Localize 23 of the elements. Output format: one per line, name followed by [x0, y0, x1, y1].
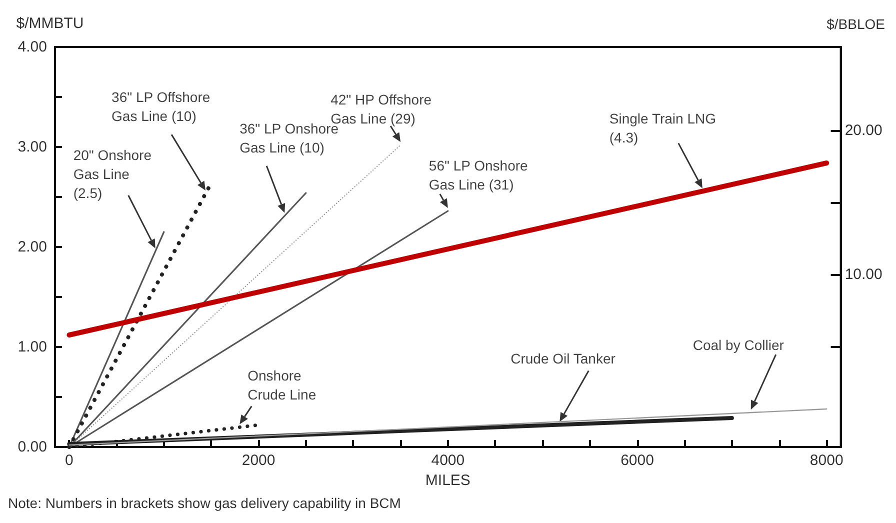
- y-tick-label: 1.00: [18, 338, 47, 356]
- text: Note: Numbers in brackets show gas delivery capability in BCM: [8, 495, 401, 511]
- text: 36" LP Offshore Gas Line (10): [112, 89, 210, 124]
- text: 20" Onshore Gas Line (2.5): [73, 146, 152, 201]
- y-tick-label: 2.00: [18, 238, 47, 256]
- y-tick-label: 0.00: [18, 438, 47, 456]
- x-tick-label: 0: [65, 452, 74, 469]
- series-label: 56" LP Onshore Gas Line (31): [428, 158, 528, 192]
- series-label: Onshore Crude Line: [248, 368, 316, 403]
- text: Single Train LNG (4.3): [609, 110, 716, 146]
- text: Crude Oil Tanker: [510, 350, 616, 366]
- y2-tick-label: 20.00: [844, 122, 882, 139]
- y2-axis-title: $/BBLOE: [826, 16, 886, 32]
- x-tick-label: 6000: [620, 452, 654, 469]
- y2-tick-label: 10.00: [844, 266, 882, 283]
- x-tick-label: 8000: [810, 452, 844, 469]
- x-tick-label: 2000: [242, 452, 276, 469]
- y-tick-label: 3.00: [18, 138, 47, 156]
- y-axis-title: $/MMBTU: [16, 15, 84, 32]
- y-tick-label: 4.00: [18, 38, 47, 56]
- x-tick-label: 4000: [431, 452, 465, 469]
- text: Coal by Collier: [692, 337, 784, 354]
- x-axis-title: MILES: [425, 472, 470, 489]
